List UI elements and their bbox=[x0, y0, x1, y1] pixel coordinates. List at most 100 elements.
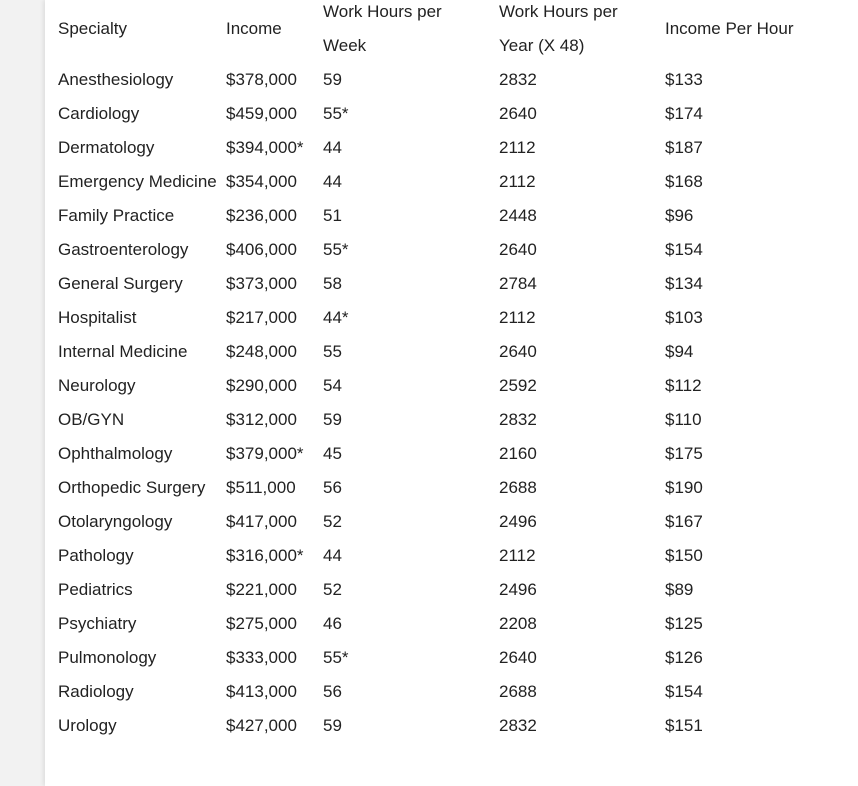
specialty-income-table: Specialty Income Work Hours per Week Wor… bbox=[58, 0, 825, 743]
cell-income-per-hour: $151 bbox=[665, 716, 703, 735]
cell-hours-week: 46 bbox=[323, 614, 342, 633]
cell-hours-week: 56 bbox=[323, 478, 342, 497]
cell-income: $236,000 bbox=[226, 206, 297, 225]
cell-hours-week: 44 bbox=[323, 546, 342, 565]
cell-hours-year: 2640 bbox=[499, 648, 537, 667]
cell-income-per-hour: $110 bbox=[665, 410, 702, 429]
cell-hours-week: 59 bbox=[323, 410, 342, 429]
cell-hours-week: 55 bbox=[323, 342, 342, 361]
cell-income-per-hour: $150 bbox=[665, 546, 703, 565]
cell-specialty: Orthopedic Surgery bbox=[58, 478, 206, 497]
header-hours-year: Work Hours per Year (X 48) bbox=[499, 2, 618, 55]
cell-income: $406,000 bbox=[226, 240, 297, 259]
table-row: Gastroenterology $406,000 55* 2640 $154 bbox=[58, 233, 825, 267]
table-row: Ophthalmology $379,000* 45 2160 $175 bbox=[58, 437, 825, 471]
table-row: General Surgery $373,000 58 2784 $134 bbox=[58, 267, 825, 301]
cell-hours-year: 2160 bbox=[499, 444, 537, 463]
cell-hours-year: 2496 bbox=[499, 512, 537, 531]
cell-income-per-hour: $174 bbox=[665, 104, 703, 123]
cell-hours-year: 2688 bbox=[499, 478, 537, 497]
cell-specialty: Dermatology bbox=[58, 138, 155, 157]
cell-specialty: Emergency Medicine bbox=[58, 172, 217, 191]
cell-specialty: Pediatrics bbox=[58, 580, 133, 599]
cell-income-per-hour: $125 bbox=[665, 614, 703, 633]
header-specialty: Specialty bbox=[58, 19, 127, 38]
header-hours-week: Work Hours per Week bbox=[323, 2, 442, 55]
cell-income-per-hour: $187 bbox=[665, 138, 703, 157]
cell-income: $417,000 bbox=[226, 512, 297, 531]
cell-specialty: Pulmonology bbox=[58, 648, 157, 667]
cell-income-per-hour: $167 bbox=[665, 512, 703, 531]
table-row: Emergency Medicine $354,000 44 2112 $168 bbox=[58, 165, 825, 199]
cell-hours-week: 54 bbox=[323, 376, 342, 395]
cell-specialty: General Surgery bbox=[58, 274, 183, 293]
cell-hours-year: 2112 bbox=[499, 546, 536, 565]
cell-hours-year: 2784 bbox=[499, 274, 537, 293]
cell-hours-year: 2112 bbox=[499, 172, 536, 191]
table-row: Urology $427,000 59 2832 $151 bbox=[58, 709, 825, 743]
cell-income-per-hour: $168 bbox=[665, 172, 703, 191]
header-row: Specialty Income Work Hours per Week Wor… bbox=[58, 0, 825, 63]
cell-income: $413,000 bbox=[226, 682, 297, 701]
cell-specialty: Internal Medicine bbox=[58, 342, 188, 361]
cell-income: $394,000* bbox=[226, 138, 304, 157]
cell-specialty: Otolaryngology bbox=[58, 512, 173, 531]
cell-income: $290,000 bbox=[226, 376, 297, 395]
cell-specialty: OB/GYN bbox=[58, 410, 125, 429]
cell-hours-week: 44* bbox=[323, 308, 349, 327]
cell-hours-week: 55* bbox=[323, 240, 349, 259]
cell-hours-year: 2688 bbox=[499, 682, 537, 701]
cell-specialty: Psychiatry bbox=[58, 614, 137, 633]
cell-specialty: Family Practice bbox=[58, 206, 175, 225]
cell-hours-week: 52 bbox=[323, 512, 342, 531]
cell-hours-year: 2496 bbox=[499, 580, 537, 599]
cell-income: $511,000 bbox=[226, 478, 296, 497]
cell-specialty: Radiology bbox=[58, 682, 134, 701]
cell-hours-week: 55* bbox=[323, 104, 349, 123]
table-row: Hospitalist $217,000 44* 2112 $103 bbox=[58, 301, 825, 335]
cell-income-per-hour: $103 bbox=[665, 308, 703, 327]
table-row: Pathology $316,000* 44 2112 $150 bbox=[58, 539, 825, 573]
cell-specialty: Hospitalist bbox=[58, 308, 137, 327]
cell-hours-week: 56 bbox=[323, 682, 342, 701]
header-income-per-hour: Income Per Hour bbox=[665, 19, 794, 38]
cell-hours-year: 2112 bbox=[499, 308, 536, 327]
table-row: Dermatology $394,000* 44 2112 $187 bbox=[58, 131, 825, 165]
cell-income-per-hour: $134 bbox=[665, 274, 703, 293]
cell-hours-week: 45 bbox=[323, 444, 342, 463]
cell-hours-year: 2208 bbox=[499, 614, 537, 633]
cell-specialty: Ophthalmology bbox=[58, 444, 173, 463]
cell-income: $217,000 bbox=[226, 308, 297, 327]
table-row: Pulmonology $333,000 55* 2640 $126 bbox=[58, 641, 825, 675]
cell-income: $378,000 bbox=[226, 70, 297, 89]
table-row: Pediatrics $221,000 52 2496 $89 bbox=[58, 573, 825, 607]
cell-hours-week: 58 bbox=[323, 274, 342, 293]
cell-income-per-hour: $175 bbox=[665, 444, 703, 463]
cell-income: $354,000 bbox=[226, 172, 297, 191]
cell-hours-week: 55* bbox=[323, 648, 349, 667]
table-row: OB/GYN $312,000 59 2832 $110 bbox=[58, 403, 825, 437]
cell-income: $248,000 bbox=[226, 342, 297, 361]
cell-hours-week: 44 bbox=[323, 138, 342, 157]
table-row: Psychiatry $275,000 46 2208 $125 bbox=[58, 607, 825, 641]
cell-income-per-hour: $190 bbox=[665, 478, 703, 497]
cell-hours-year: 2832 bbox=[499, 716, 537, 735]
cell-hours-year: 2592 bbox=[499, 376, 537, 395]
header-income: Income bbox=[226, 19, 282, 38]
cell-income-per-hour: $94 bbox=[665, 342, 694, 361]
cell-hours-year: 2640 bbox=[499, 104, 537, 123]
table-row: Cardiology $459,000 55* 2640 $174 bbox=[58, 97, 825, 131]
table-row: Family Practice $236,000 51 2448 $96 bbox=[58, 199, 825, 233]
cell-income-per-hour: $154 bbox=[665, 682, 703, 701]
cell-income: $316,000* bbox=[226, 546, 304, 565]
cell-hours-week: 44 bbox=[323, 172, 342, 191]
cell-hours-week: 52 bbox=[323, 580, 342, 599]
cell-hours-year: 2832 bbox=[499, 70, 537, 89]
cell-income: $379,000* bbox=[226, 444, 304, 463]
content-page: Specialty Income Work Hours per Week Wor… bbox=[45, 0, 858, 786]
table-row: Neurology $290,000 54 2592 $112 bbox=[58, 369, 825, 403]
table-row: Orthopedic Surgery $511,000 56 2688 $190 bbox=[58, 471, 825, 505]
cell-hours-week: 59 bbox=[323, 716, 342, 735]
table-row: Internal Medicine $248,000 55 2640 $94 bbox=[58, 335, 825, 369]
table-row: Anesthesiology $378,000 59 2832 $133 bbox=[58, 63, 825, 97]
